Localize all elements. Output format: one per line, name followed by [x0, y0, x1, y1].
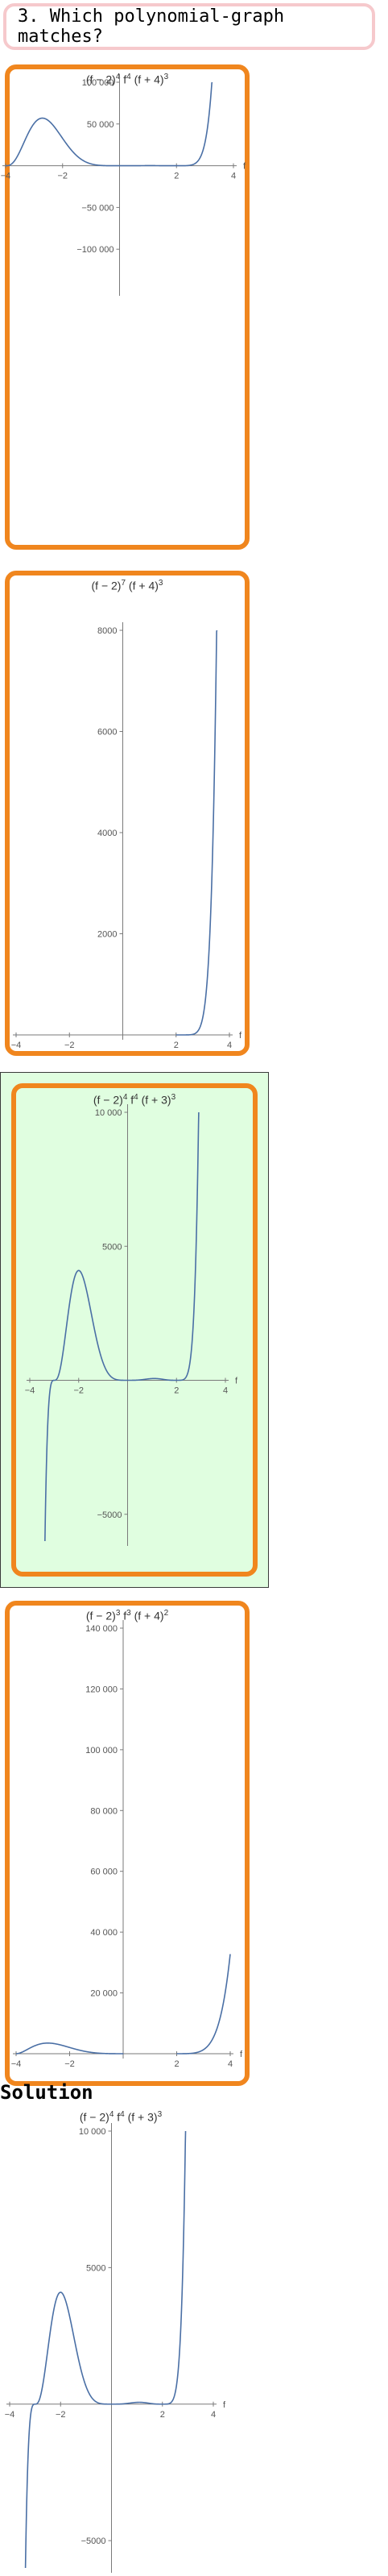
x-tick-label: 2	[174, 172, 179, 181]
x-tick-label: −4	[11, 2059, 22, 2069]
option-4[interactable]: (f − 2)3 f3 (f + 4)2 f −4 −2 2 4 140 000 120 0…	[0, 1596, 254, 2091]
y-tick-label: 4000	[97, 829, 117, 838]
x-tick-label: −2	[56, 2410, 66, 2420]
question-banner: 3. Which polynomial-graph matches?	[3, 3, 375, 50]
x-tick-label: 2	[174, 2059, 179, 2069]
x-axis-label: f	[223, 2400, 226, 2410]
x-tick-label: −2	[73, 1386, 84, 1396]
question-text: 3. Which polynomial-graph matches?	[18, 6, 285, 47]
x-axis-label: f	[243, 162, 246, 172]
y-tick-label: −5000	[81, 2537, 106, 2546]
x-tick-label: −2	[64, 2059, 75, 2069]
y-tick-label: 100 000	[82, 78, 114, 88]
x-tick-label: −4	[1, 172, 11, 181]
y-tick-label: 100 000	[85, 1746, 118, 1755]
y-tick-label: 8000	[97, 626, 117, 636]
polynomial-curve	[44, 1111, 200, 1542]
x-tick-label: −2	[64, 1041, 75, 1050]
polynomial-plot: f −4 −2 2 4 10 000 5000 −5000	[5, 2123, 226, 2573]
polynomial-plot: f −4 −2 2 4 10 000 5000 −5000	[25, 1104, 238, 1546]
x-tick-label: 4	[223, 1386, 228, 1396]
x-axis-label: f	[235, 1377, 238, 1386]
option-card[interactable]	[5, 1601, 250, 2086]
option-2[interactable]: (f − 2)7 (f + 4)3 f −4 −2 2 4 8000 6000 4000 200…	[0, 566, 254, 1061]
y-tick-label: 20 000	[90, 1989, 118, 1999]
y-tick-label: 10 000	[79, 2127, 106, 2137]
option-card[interactable]	[5, 64, 250, 550]
chart-title: (f − 2)7 (f + 4)3	[91, 579, 163, 592]
y-tick-label: 140 000	[85, 1624, 118, 1634]
y-tick-label: 5000	[86, 2263, 105, 2273]
polynomial-curve	[16, 629, 218, 1036]
y-tick-label: 50 000	[87, 120, 114, 130]
y-tick-label: 10 000	[95, 1108, 122, 1118]
polynomial-curve	[24, 2130, 187, 2569]
x-tick-label: 4	[228, 2059, 233, 2069]
solution-heading: Solution	[0, 2081, 93, 2104]
x-tick-label: −4	[25, 1386, 35, 1396]
y-tick-label: 60 000	[90, 1868, 118, 1877]
chart-title: (f − 2)4 f4 (f + 3)3	[79, 2110, 163, 2124]
x-tick-label: −4	[11, 1041, 22, 1050]
chart-title: (f − 2)3 f3 (f + 4)2	[85, 1609, 169, 1622]
chart-title: (f − 2)4 f4 (f + 3)3	[93, 1093, 176, 1107]
option-card[interactable]	[5, 571, 250, 1056]
y-tick-label: 6000	[97, 728, 117, 737]
x-tick-label: 2	[174, 1041, 179, 1050]
y-tick-label: −100 000	[76, 245, 114, 255]
selected-highlight	[0, 1072, 269, 1588]
option-card[interactable]	[11, 1083, 258, 1577]
option-3[interactable]: (f − 2)4 f4 (f + 3)3 f −4 −2 2 4 10 000 5000 −5…	[0, 1072, 269, 1588]
x-tick-label: 4	[211, 2410, 216, 2420]
x-tick-label: −4	[5, 2410, 15, 2420]
chart-title: (f − 2)4 f4 (f + 4)3	[85, 73, 169, 86]
y-tick-label: −5000	[97, 1510, 122, 1520]
polynomial-curve	[6, 81, 213, 167]
x-tick-label: 4	[231, 172, 236, 181]
y-tick-label: 120 000	[85, 1685, 118, 1694]
y-tick-label: 40 000	[90, 1928, 118, 1938]
y-tick-label: 80 000	[90, 1806, 118, 1816]
polynomial-plot: f −4 −2 2 4 100 000 50 000 −50 000 −100 000	[1, 74, 246, 296]
x-tick-label: 2	[160, 2410, 165, 2420]
option-1[interactable]: (f − 2)4 f4 (f + 4)3 f −4 −2 2 4 100 000 50 00…	[0, 60, 254, 555]
x-tick-label: 4	[227, 1041, 232, 1050]
x-axis-label: f	[240, 2050, 243, 2059]
solution-chart: (f − 2)4 f4 (f + 3)3 f −4 −2 2 4 10 000 5000 −5…	[0, 2105, 241, 2576]
x-tick-label: 2	[174, 1386, 179, 1396]
y-tick-label: 5000	[102, 1242, 122, 1252]
polynomial-plot: f −4 −2 2 4 140 000 120 000 100 000 80 000 60 000…	[11, 1620, 243, 2069]
y-tick-label: −50 000	[81, 203, 114, 213]
x-axis-label: f	[239, 1031, 242, 1041]
polynomial-curve	[15, 1954, 231, 2055]
x-tick-label: −2	[57, 172, 68, 181]
polynomial-plot: f −4 −2 2 4 8000 6000 4000 2000	[11, 622, 242, 1050]
y-tick-label: 2000	[97, 930, 117, 940]
